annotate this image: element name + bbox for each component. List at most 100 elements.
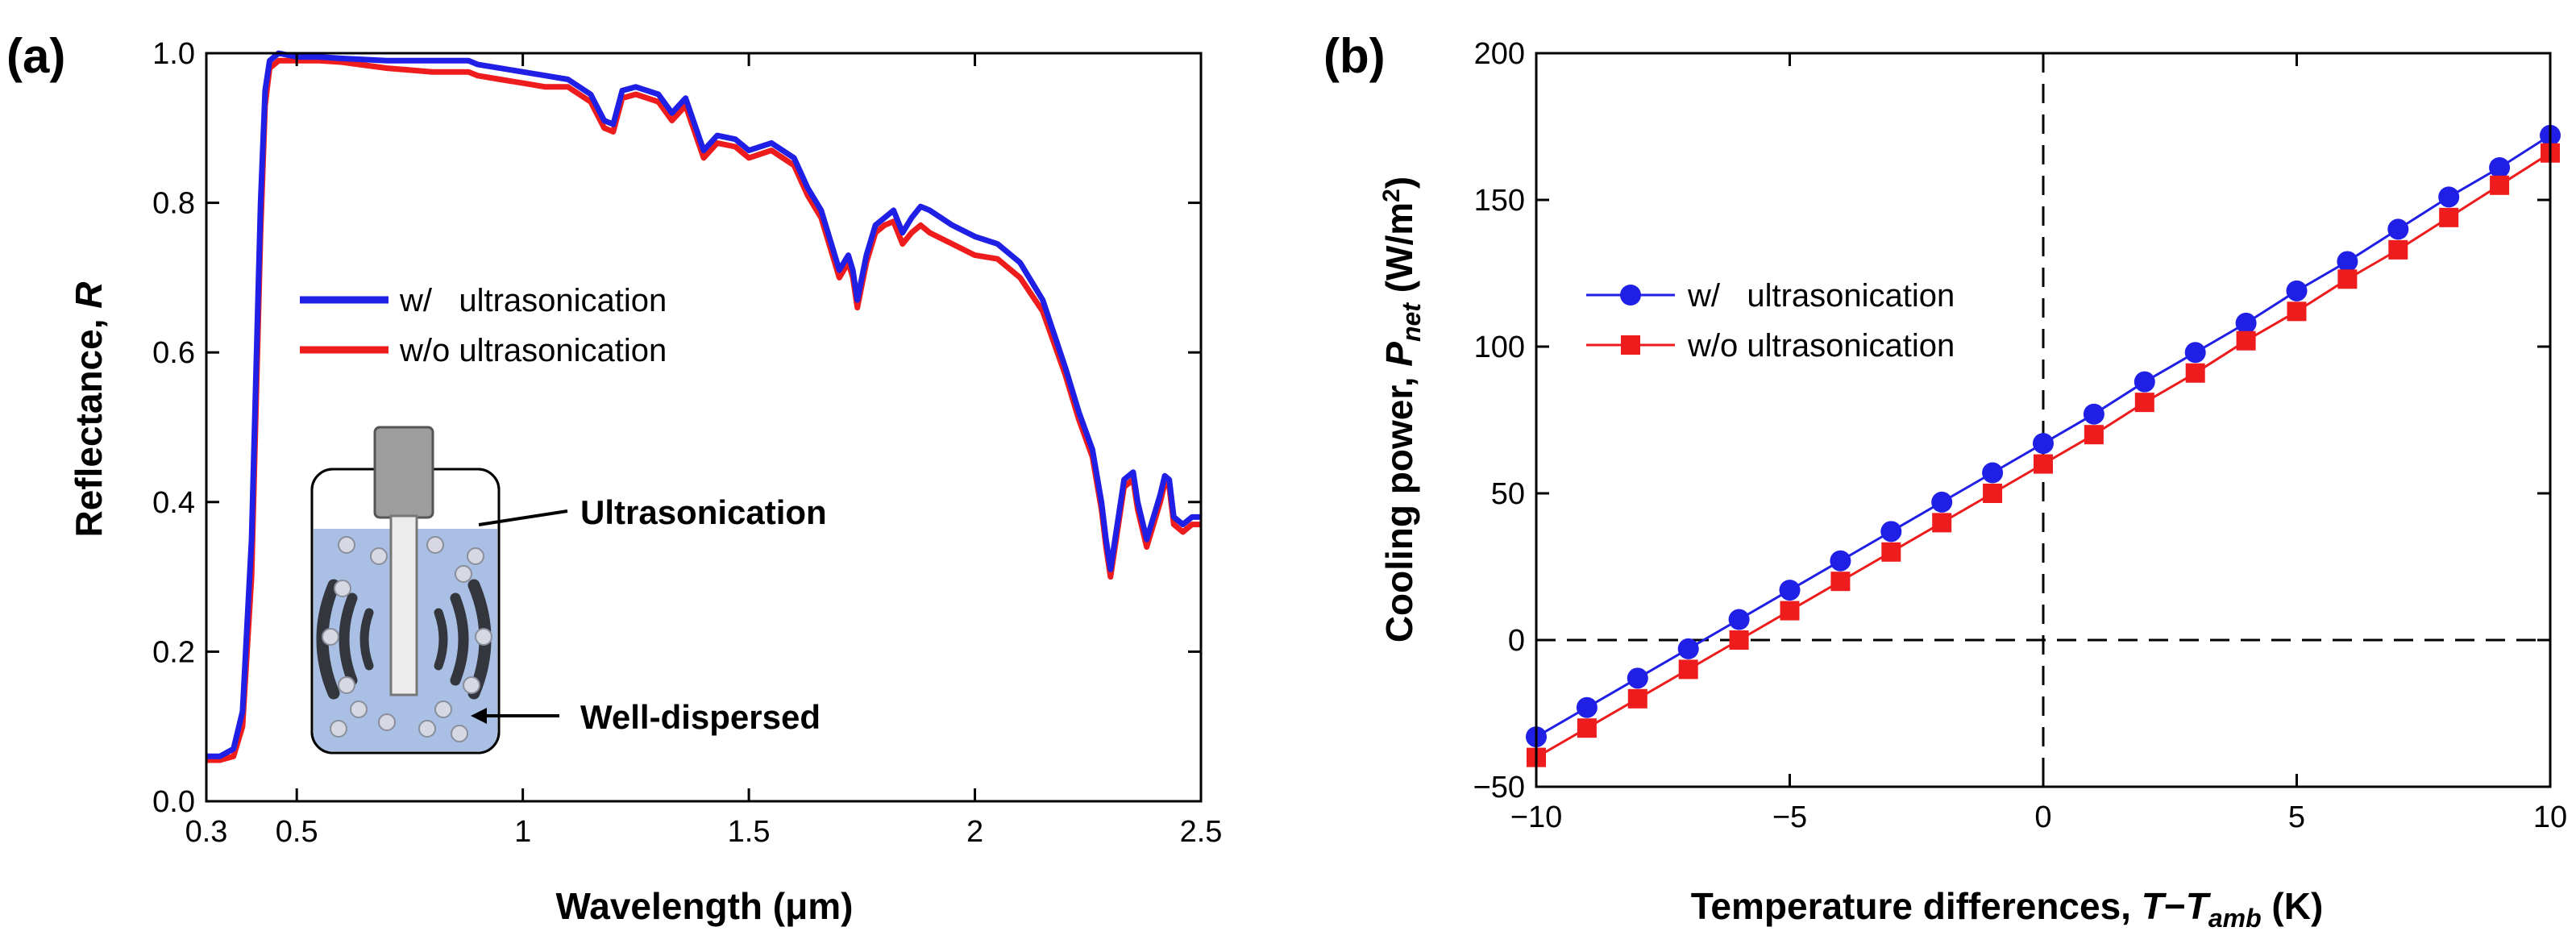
- data-point-wo-ultrasonication: [1932, 513, 1952, 533]
- x-axis-title-unit: (K): [2262, 885, 2324, 927]
- data-point-wo-ultrasonication: [2236, 330, 2256, 351]
- y-tick-label: −50: [1473, 771, 1525, 804]
- data-point-w-ultrasonication: [2184, 342, 2206, 364]
- y-tick-label: 0.2: [152, 635, 195, 669]
- data-point-wo-ultrasonication: [1830, 572, 1851, 592]
- legend: w/ ultrasonication w/o ultrasonication: [1586, 278, 1955, 364]
- x-axis-title-subscript: amb: [2208, 904, 2262, 933]
- y-tick-label: 0.0: [152, 785, 195, 819]
- inset-particle: [434, 700, 452, 718]
- data-point-w-ultrasonication: [2489, 156, 2511, 178]
- data-point-wo-ultrasonication: [2388, 239, 2408, 260]
- series-group: [206, 50, 1201, 763]
- x-axis-title-text: Temperature differences,: [1691, 885, 2142, 927]
- data-point-w-ultrasonication: [1931, 491, 1953, 513]
- y-axis-title: Cooling power, Pnet (W/m2): [1378, 177, 1426, 642]
- data-point-w-ultrasonication: [1627, 667, 1648, 689]
- y-tick-label: 0.4: [152, 486, 195, 520]
- series-group: [1526, 124, 2561, 767]
- inset-particle: [418, 720, 436, 738]
- panel-b-label: (b): [1323, 29, 1386, 83]
- data-point-w-ultrasonication: [2033, 433, 2054, 455]
- x-axis-title: Temperature differences, T−Tamb (K): [1691, 885, 2324, 933]
- y-tick-label: 50: [1491, 477, 1525, 511]
- plot-frame: [205, 52, 1203, 803]
- data-point-w-ultrasonication: [2235, 312, 2257, 334]
- panel-a-label: (a): [6, 29, 65, 83]
- y-axis-title-text: Reflectance,: [68, 309, 110, 538]
- inset-particle: [334, 580, 351, 597]
- axes: 0.3 0.5 1 1.5 2 2.5 0.0 0.2 0.4 0.6 0.8 1.0: [152, 37, 1222, 849]
- x-tick-label: 2.5: [1180, 815, 1223, 849]
- data-point-w-ultrasonication: [1830, 550, 1851, 572]
- data-point-wo-ultrasonication: [1780, 601, 1800, 621]
- inset-particle: [463, 676, 480, 694]
- x-tick-label: 0: [2034, 800, 2051, 834]
- legend-label-w-ultrasonication: w/ ultrasonication: [1687, 278, 1955, 314]
- annotation-ultrasonication: Ultrasonication: [580, 493, 827, 531]
- data-point-w-ultrasonication: [2438, 186, 2460, 208]
- inset-particle: [451, 725, 468, 742]
- data-point-w-ultrasonication: [1982, 462, 2004, 484]
- x-tick-label: −10: [1510, 800, 1562, 834]
- inset-particle: [338, 536, 355, 554]
- x-axis-title: Wavelength (μm): [556, 885, 854, 927]
- inset-particle: [467, 547, 484, 565]
- inset-particle: [322, 628, 339, 646]
- y-axis-title-symbol: R: [68, 281, 110, 308]
- callout-arrow-well-dispersed: [471, 708, 487, 724]
- x-tick-label: −5: [1772, 800, 1807, 834]
- data-point-w-ultrasonication: [2083, 403, 2104, 425]
- x-tick-label: 5: [2288, 800, 2305, 834]
- data-point-wo-ultrasonication: [1729, 630, 1749, 650]
- callout-line-ultrasonication: [478, 509, 568, 526]
- x-tick-label: 10: [2533, 800, 2567, 834]
- data-point-w-ultrasonication: [2387, 218, 2409, 240]
- y-axis-title-text: Cooling power,: [1378, 367, 1420, 642]
- panel-a: (a) Ultrasonication Well-dispersed 0: [6, 29, 1222, 927]
- data-point-wo-ultrasonication: [2337, 269, 2358, 289]
- inset-particle: [378, 713, 396, 731]
- data-point-wo-ultrasonication: [1983, 484, 2003, 503]
- y-axis-title-P: P: [1378, 342, 1420, 367]
- y-tick-label: 200: [1474, 37, 1525, 71]
- data-point-wo-ultrasonication: [2490, 175, 2510, 195]
- data-point-w-ultrasonication: [2337, 251, 2358, 272]
- y-axis-title: Reflectance, R: [68, 281, 110, 537]
- inset-particles: [322, 536, 492, 742]
- legend-marker-w-ultrasonication: [1620, 285, 1641, 306]
- data-point-wo-ultrasonication: [2185, 363, 2205, 383]
- data-point-w-ultrasonication: [1779, 580, 1801, 601]
- x-tick-label: 0.3: [185, 815, 228, 849]
- legend: w/ ultrasonication w/o ultrasonication: [300, 283, 667, 368]
- legend-marker-wo-ultrasonication: [1621, 335, 1640, 355]
- data-point-w-ultrasonication: [1576, 696, 1598, 718]
- data-point-wo-ultrasonication: [1627, 688, 1647, 709]
- inset-probe: [389, 514, 418, 696]
- x-axis-title-T2: T: [2186, 885, 2212, 927]
- inset-particle: [475, 628, 492, 646]
- data-point-w-ultrasonication: [1880, 521, 1902, 543]
- inset-particle: [455, 565, 472, 583]
- legend-label-wo-ultrasonication: w/o ultrasonication: [399, 333, 667, 368]
- data-point-wo-ultrasonication: [2134, 393, 2154, 413]
- data-point-wo-ultrasonication: [2287, 301, 2307, 322]
- inset-particle: [370, 547, 388, 565]
- inset-particle: [350, 700, 368, 718]
- series-line-w-ultrasonication: [206, 50, 1201, 759]
- legend-label-wo-ultrasonication: w/o ultrasonication: [1687, 328, 1955, 364]
- x-tick-label: 1: [514, 815, 531, 849]
- x-tick-label: 0.5: [276, 815, 318, 849]
- data-point-w-ultrasonication: [1728, 609, 1750, 630]
- y-axis-title-superscript: 2: [1378, 189, 1405, 202]
- data-point-w-ultrasonication: [1677, 638, 1699, 659]
- y-tick-label: 0: [1508, 624, 1525, 658]
- y-tick-label: 0.6: [152, 336, 195, 370]
- x-tick-label: 1.5: [728, 815, 771, 849]
- y-axis-title-unit: (W/m: [1378, 202, 1420, 303]
- inset-particle: [330, 720, 347, 738]
- legend-label-w-ultrasonication: w/ ultrasonication: [399, 283, 667, 318]
- data-point-wo-ultrasonication: [2034, 454, 2053, 474]
